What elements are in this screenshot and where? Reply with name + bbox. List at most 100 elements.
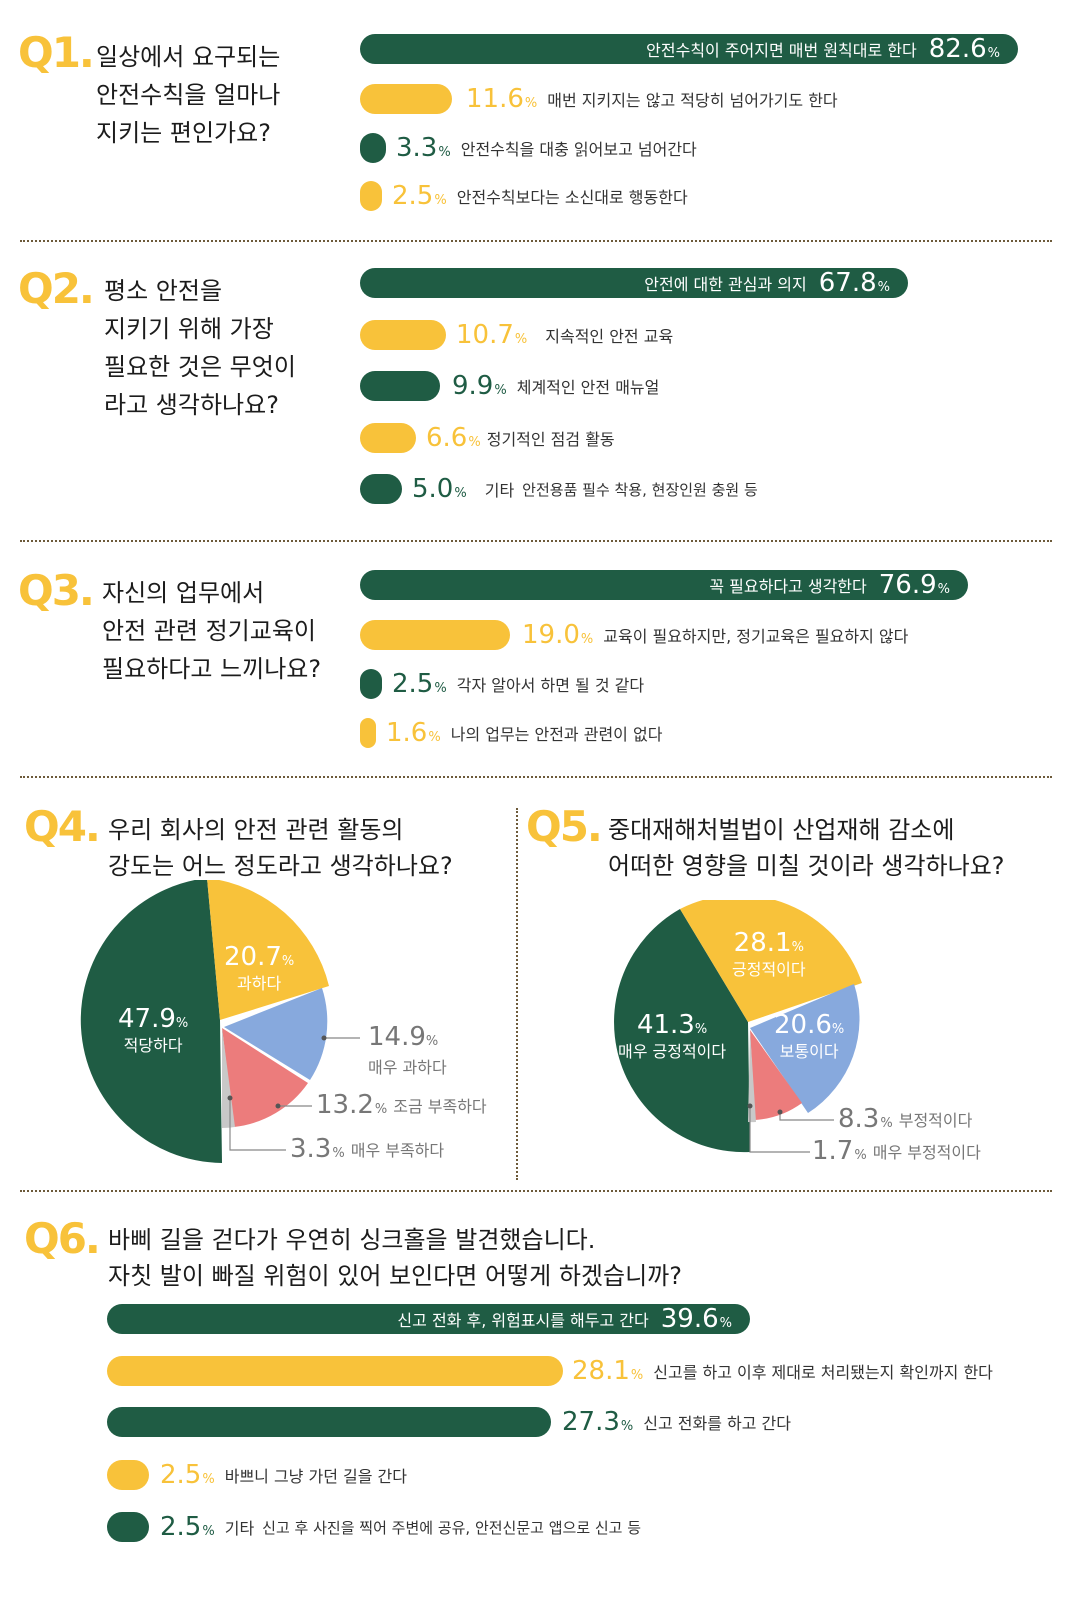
q2-line: 평소 안전을	[104, 277, 223, 305]
percent-sign: %	[468, 434, 481, 450]
q5-slice-28.1	[680, 900, 862, 1022]
percent-sign: %	[620, 1418, 634, 1434]
percent-sign: %	[438, 144, 451, 160]
q5-slice-8.3	[750, 1030, 802, 1120]
bar-label: 안전수칙을 대충 읽어보고 넘어간다	[460, 140, 697, 159]
bar-value: 10.7	[456, 320, 514, 350]
q5-line: 어떠한 영향을 미칠 것이라 생각하나요?	[608, 852, 1005, 880]
q1-question: 일상에서 요구되는 안전수칙을 얼마나 지키는 편인가요?	[96, 38, 280, 152]
q1-bar-4	[360, 181, 382, 211]
slice-label: 매우 부정적이다	[872, 1143, 981, 1162]
q1-label-3: 3.3% 안전수칙을 대충 읽어보고 넘어간다	[396, 133, 697, 163]
q4-side-label: 3.3% 매우 부족하다	[290, 1134, 444, 1164]
percent-sign: %	[494, 382, 507, 398]
leader-dot	[777, 1109, 783, 1115]
q3-label-4: 1.6% 나의 업무는 안전과 관련이 없다	[386, 718, 662, 748]
q2-label-5: 5.0% 기타 안전용품 필수 착용, 현장인원 충원 등	[412, 474, 758, 504]
bar-value: 2.5	[160, 1460, 202, 1490]
bar-value: 3.3	[396, 133, 438, 163]
separator	[20, 776, 1052, 778]
percent-sign: %	[202, 1523, 215, 1539]
q4-question: 우리 회사의 안전 관련 활동의 강도는 어느 정도라고 생각하나요?	[108, 812, 453, 884]
bar-label: 바쁘니 그냥 가던 길을 간다	[224, 1467, 407, 1486]
bar-value: 76.9	[878, 570, 937, 600]
bar-label: 신고 전화를 하고 간다	[643, 1414, 791, 1433]
q6-bar-4	[107, 1460, 149, 1490]
q4-slice-13.2	[222, 1028, 308, 1127]
slice-value: 13.2	[316, 1090, 374, 1120]
q1-line: 지키는 편인가요?	[96, 119, 271, 147]
q6-bar-3	[107, 1407, 551, 1437]
bar-label: 교육이 필요하지만, 정기교육은 필요하지 않다	[603, 627, 909, 646]
bar-label: 정기적인 점검 활동	[486, 430, 615, 449]
q1-number: Q1.	[18, 28, 95, 77]
q1-bar-1: 안전수칙이 주어지면 매번 원칙대로 한다 82.6%	[360, 34, 1018, 64]
q4-slice-3.3	[222, 1028, 235, 1128]
q6-label-5: 2.5% 기타 신고 후 사진을 찍어 주변에 공유, 안전신문고 앱으로 신고 등	[160, 1512, 641, 1542]
percent-sign: %	[987, 45, 1000, 61]
q6-number: Q6.	[24, 1214, 101, 1263]
bar-label: 신고 전화 후, 위험표시를 해두고 간다	[397, 1311, 649, 1330]
bar-value: 11.6	[466, 84, 524, 114]
slice-value: 20.7	[224, 942, 282, 972]
bar-note: 신고 후 사진을 찍어 주변에 공유, 안전신문고 앱으로 신고 등	[262, 1518, 642, 1537]
slice-value: 3.3	[290, 1134, 332, 1164]
percent-sign: %	[454, 485, 467, 501]
q2-bar-5	[360, 474, 402, 504]
leader-line	[749, 1106, 810, 1153]
q2-label-4: 6.6% 정기적인 점검 활동	[426, 423, 615, 453]
q2-line: 필요한 것은 무엇이	[104, 353, 296, 381]
slice-value: 28.1	[733, 928, 792, 958]
q2-label-2: 10.7% 지속적인 안전 교육	[456, 320, 673, 350]
percent-sign: %	[332, 1145, 345, 1161]
q5-slice-1.7	[748, 1030, 756, 1123]
slice-value: 8.3	[838, 1104, 880, 1134]
bar-value: 82.6	[928, 34, 987, 64]
q4-slice-47.9	[80, 880, 222, 1163]
slice-label: 긍정적이다	[732, 960, 806, 979]
bar-label: 나의 업무는 안전과 관련이 없다	[450, 725, 663, 744]
bar-label: 매번 지키지는 않고 적당히 넘어가기도 한다	[547, 91, 838, 110]
percent-sign: %	[937, 581, 950, 597]
percent-sign: %	[854, 1147, 867, 1163]
bar-value: 67.8	[818, 268, 877, 298]
leader-dot	[275, 1103, 281, 1109]
percent-sign: %	[175, 1016, 189, 1031]
percent-sign: %	[434, 192, 447, 208]
slice-label: 적당하다	[123, 1036, 183, 1055]
q3-line: 필요하다고 느끼나요?	[102, 655, 322, 683]
bar-value: 6.6	[426, 423, 468, 453]
bar-label: 기타	[484, 481, 515, 500]
q5-side-label: 1.7% 매우 부정적이다	[812, 1136, 981, 1166]
bar-value: 27.3	[562, 1407, 620, 1437]
q6-bar-2	[107, 1356, 563, 1386]
q6-bar-1: 신고 전화 후, 위험표시를 해두고 간다 39.6%	[107, 1304, 750, 1334]
bar-label: 기타	[224, 1519, 255, 1538]
separator	[20, 1190, 1052, 1192]
leader-line	[229, 1098, 286, 1151]
q3-question: 자신의 업무에서 안전 관련 정기교육이 필요하다고 느끼나요?	[102, 574, 321, 688]
q4-line: 강도는 어느 정도라고 생각하나요?	[108, 852, 453, 880]
percent-sign: %	[425, 1034, 439, 1049]
slice-label: 매우 과하다	[368, 1058, 447, 1077]
q1-label-4: 2.5% 안전수칙보다는 소신대로 행동한다	[392, 181, 688, 211]
percent-sign: %	[202, 1471, 215, 1487]
q2-bar-3	[360, 371, 440, 401]
bar-label: 각자 알아서 하면 될 것 같다	[456, 676, 645, 695]
q2-bar-4	[360, 423, 416, 453]
bar-label: 꼭 필요하다고 생각한다	[709, 577, 867, 596]
q3-bar-3	[360, 669, 382, 699]
bar-value: 9.9	[452, 371, 494, 401]
q2-bar-1: 안전에 대한 관심과 의지 67.8%	[360, 268, 908, 298]
bar-note: 안전용품 필수 착용, 현장인원 충원 등	[522, 480, 758, 499]
percent-sign: %	[694, 1022, 708, 1037]
slice-label: 조금 부족하다	[393, 1097, 487, 1116]
q1-line: 안전수칙을 얼마나	[96, 81, 281, 109]
percent-sign: %	[630, 1367, 644, 1383]
leader-line	[779, 1112, 834, 1121]
bar-value: 2.5	[392, 669, 434, 699]
slice-label: 매우 부족하다	[350, 1141, 445, 1160]
slice-value: 14.9	[368, 1022, 426, 1052]
q5-slice-label: 28.1% 긍정적이다	[732, 928, 806, 980]
percent-sign: %	[580, 631, 594, 647]
